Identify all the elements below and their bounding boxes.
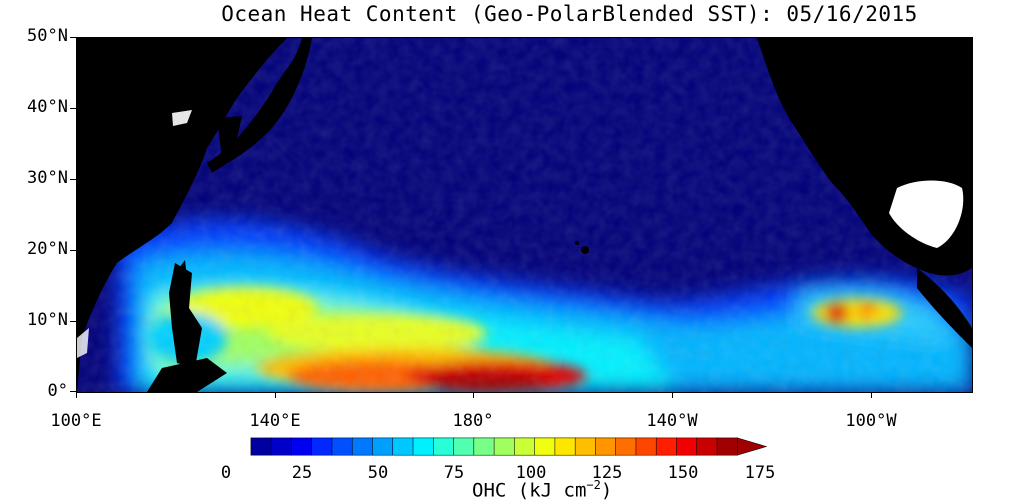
- colorbar-label-50: 50: [367, 463, 389, 483]
- lon-label-180: 180°: [452, 411, 494, 431]
- colorbar-label-25: 25: [291, 463, 313, 483]
- lat-label-30n: 30°N: [27, 168, 68, 188]
- ohc-map: [76, 37, 973, 393]
- colorbar-swatch: [453, 437, 475, 456]
- colorbar-swatch: [574, 437, 597, 456]
- colorbar-swatch: [514, 437, 536, 456]
- colorbar-swatch: [351, 437, 374, 456]
- central-america-landmass: [917, 268, 972, 348]
- colorbar-label-175: 175: [744, 463, 776, 483]
- colorbar-swatch: [676, 437, 698, 456]
- colorbar-label-125: 125: [591, 463, 623, 483]
- colorbar-label-150: 150: [667, 463, 699, 483]
- hawaii-islands: [581, 246, 589, 254]
- colorbar-label-75: 75: [443, 463, 465, 483]
- colorbar-swatch: [331, 437, 353, 456]
- ohc-map-svg: [77, 38, 972, 392]
- korea-peninsula: [217, 116, 242, 158]
- colorbar-swatch: [473, 437, 495, 456]
- lat-label-50n: 50°N: [27, 26, 68, 46]
- philippines-islands: [169, 263, 202, 368]
- lon-label-100w: 100°W: [845, 411, 897, 431]
- lat-label-40n: 40°N: [27, 97, 68, 117]
- colorbar-swatch: [392, 437, 414, 456]
- borneo-landmass: [147, 358, 227, 392]
- colorbar-swatch: [635, 437, 657, 456]
- colorbar-swatch: [696, 437, 718, 456]
- colorbar-swatch: [372, 437, 394, 456]
- colorbar-swatch: [291, 437, 313, 456]
- colorbar-swatch: [412, 437, 435, 456]
- asia-landmass: [77, 38, 287, 392]
- lon-label-100e: 100°E: [50, 411, 102, 431]
- colorbar-swatch: [655, 437, 678, 456]
- colorbar-overflow-arrow: [737, 437, 768, 456]
- lon-label-140w: 140°W: [646, 411, 698, 431]
- colorbar-swatch: [554, 437, 576, 456]
- colorbar-title: OHC (kJ cm−2): [472, 478, 613, 502]
- lat-label-10n: 10°N: [27, 310, 68, 330]
- colorbar-swatch: [534, 437, 556, 456]
- colorbar-label-0: 0: [220, 463, 232, 483]
- colorbar-swatch: [595, 437, 617, 456]
- lat-label-eq: 0°: [47, 381, 68, 401]
- colorbar-swatch: [615, 437, 637, 456]
- colorbar-swatch: [433, 437, 455, 456]
- lon-label-140e: 140°E: [249, 411, 301, 431]
- colorbar-swatch: [270, 437, 293, 456]
- map-title: Ocean Heat Content (Geo-PolarBlended SST…: [221, 2, 918, 26]
- colorbar-swatch: [493, 437, 516, 456]
- colorbar: [250, 437, 768, 456]
- japan-islands: [207, 38, 312, 173]
- lat-label-20n: 20°N: [27, 239, 68, 259]
- colorbar-swatch: [311, 437, 333, 456]
- colorbar-label-100: 100: [515, 463, 547, 483]
- gulf-of-mexico: [889, 180, 964, 248]
- colorbar-swatch: [716, 437, 739, 456]
- colorbar-swatch: [250, 437, 272, 456]
